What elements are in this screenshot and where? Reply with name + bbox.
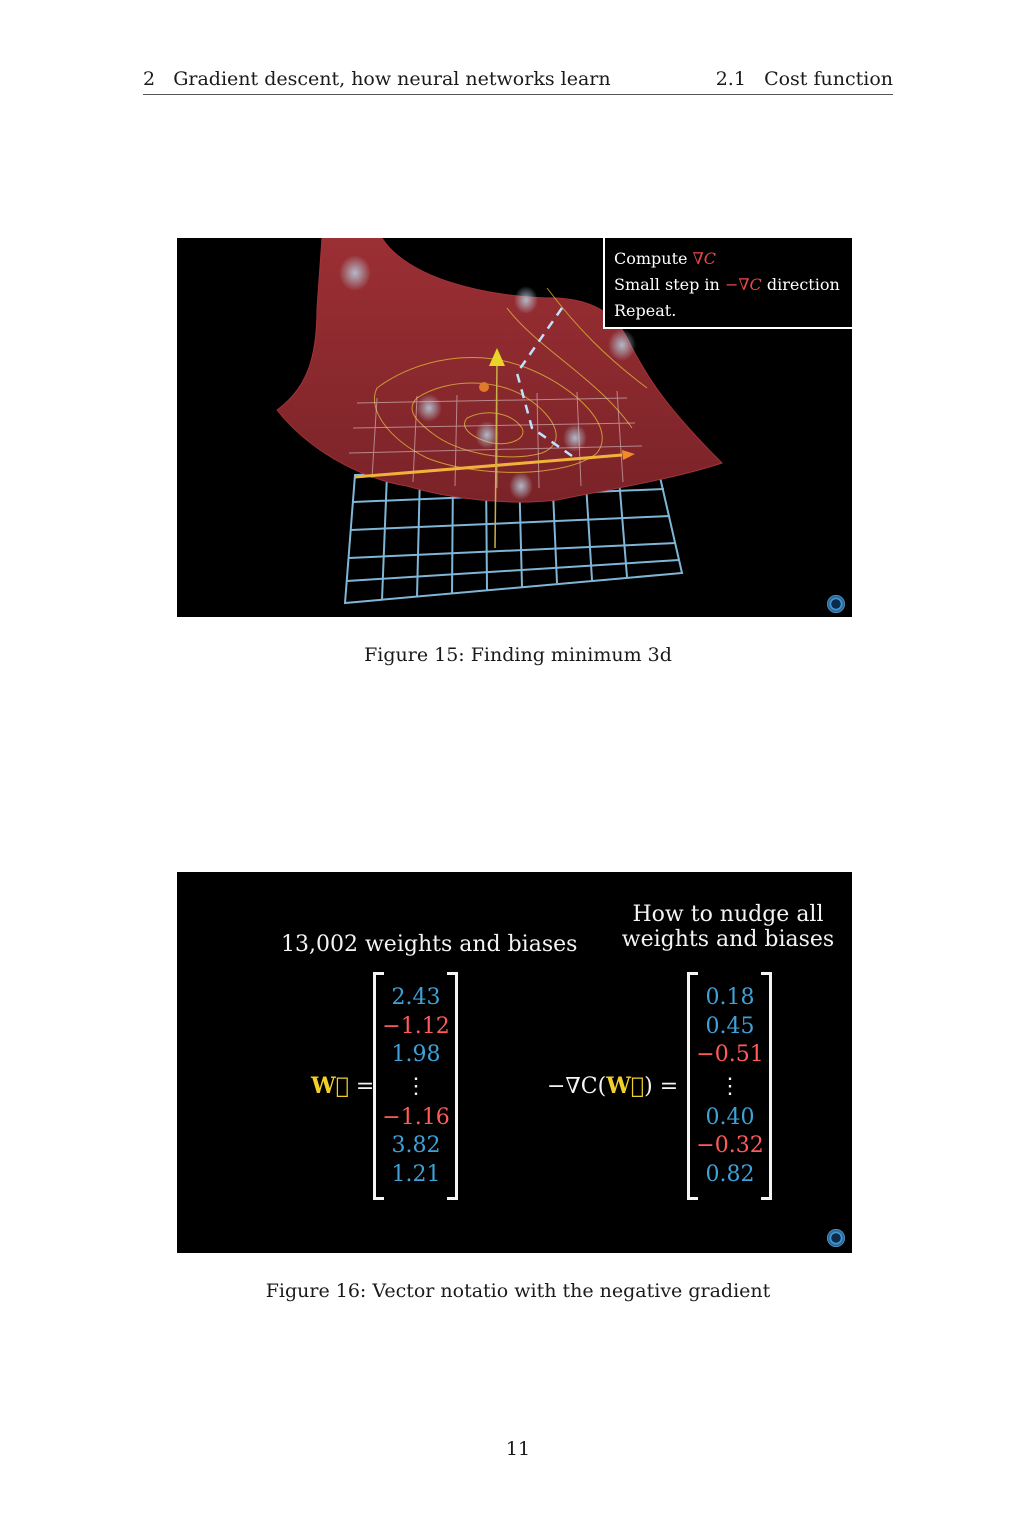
figure-16-image: 13,002 weights and biases How to nudge a…: [177, 872, 852, 1253]
gradient-vector-entry: 0.45: [705, 1013, 755, 1039]
cost-surface-illustration: [276, 238, 723, 605]
3b1b-logo-icon: [827, 1229, 845, 1247]
running-header-chapter: 2 Gradient descent, how neural networks …: [143, 68, 611, 90]
w-vector-entry: ⋮: [405, 1073, 427, 1099]
w-vector-symbol: W⃗: [311, 1073, 349, 1099]
right-vector-title: How to nudge all weights and biases: [621, 902, 835, 952]
gradient-vector-entry: 0.82: [705, 1161, 755, 1187]
gradient-vector-entry: −0.32: [696, 1133, 764, 1158]
descent-path: [515, 307, 573, 458]
page-number: 11: [505, 1438, 531, 1460]
header-rule: [143, 94, 893, 95]
step-compute-gradient: Compute ∇C: [614, 249, 716, 268]
left-vector-title: 13,002 weights and biases: [281, 932, 578, 957]
w-vector-entry: 3.82: [391, 1133, 441, 1158]
w-vector-right-bracket: [447, 972, 458, 1200]
w-vector-left-bracket: [373, 972, 384, 1200]
w-vector-entry: 1.98: [391, 1042, 441, 1067]
gradient-vector-entry: 0.40: [705, 1104, 755, 1130]
w-vector-entries: 2.43 −1.12 1.98 ⋮ −1.16 3.82 1.21: [377, 984, 455, 1189]
surface-highlights: [339, 255, 636, 500]
running-header-section: 2.1 Cost function: [715, 68, 893, 90]
step-small-step: Small step in −∇C direction: [614, 275, 840, 294]
gradient-vector-entry: ⋮: [719, 1073, 741, 1099]
w-vector-entry: 1.21: [391, 1161, 441, 1187]
figure-16-caption: Figure 16: Vector notatio with the negat…: [265, 1280, 771, 1302]
axes: [354, 348, 635, 549]
w-equals-label: W⃗ =: [311, 1073, 375, 1099]
figure-15-caption: Figure 15: Finding minimum 3d: [364, 644, 672, 666]
gradient-vector-entry: 0.18: [705, 985, 755, 1010]
step-repeat: Repeat.: [614, 301, 677, 320]
gradient-vector-entry: −0.51: [696, 1042, 764, 1067]
w-vector-entry: −1.16: [382, 1104, 450, 1130]
w-vector-entry: −1.12: [382, 1013, 450, 1039]
3b1b-logo-icon: [827, 595, 845, 613]
negative-gradient-label: −∇C(W⃗) =: [547, 1073, 679, 1099]
w-vector-entry: 2.43: [391, 985, 441, 1010]
gradient-vector-left-bracket: [687, 972, 698, 1200]
algorithm-steps-box: Compute ∇C Small step in −∇C direction R…: [603, 238, 852, 329]
figure-15-image: Compute ∇C Small step in −∇C direction R…: [177, 238, 852, 617]
cost-surface: [276, 238, 723, 503]
gradient-vector-entries: 0.18 0.45 −0.51 ⋮ 0.40 −0.32 0.82: [691, 984, 769, 1189]
gradient-vector-right-bracket: [761, 972, 772, 1200]
